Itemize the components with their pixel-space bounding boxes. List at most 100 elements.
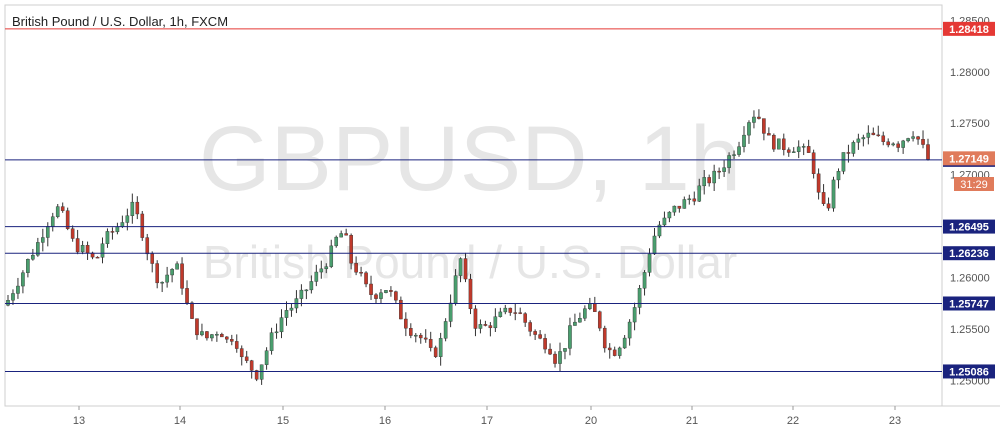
candle-body	[354, 263, 358, 273]
candle-body	[926, 144, 930, 160]
candle-body	[886, 141, 891, 146]
candle-body	[200, 331, 204, 336]
candle-body	[155, 263, 159, 284]
candle-body	[95, 256, 100, 259]
candle-body	[75, 238, 80, 253]
y-tick-label: 1.26000	[950, 272, 990, 284]
candle-body	[836, 171, 841, 181]
candle-body	[229, 339, 234, 342]
candle-body	[727, 155, 731, 168]
candle-body	[553, 353, 557, 364]
x-tick-label: 23	[889, 415, 901, 427]
candle-body	[205, 331, 209, 339]
candle-body	[185, 288, 189, 304]
candle-body	[627, 321, 632, 339]
candle-body	[453, 275, 458, 304]
candle-body	[225, 336, 229, 340]
candle-body	[443, 321, 448, 339]
candle-body	[846, 152, 851, 154]
candle-body	[289, 307, 294, 311]
candle-body	[239, 348, 244, 358]
candle-body	[190, 302, 194, 319]
candle-body	[871, 132, 876, 136]
candle-body	[593, 303, 597, 312]
candle-body	[150, 253, 155, 264]
horizontal-levels[interactable]: 1.284181.271441.264951.262361.257471.250…	[5, 21, 995, 379]
candle-body	[692, 198, 697, 202]
candle-body	[125, 215, 130, 223]
candle-body	[65, 210, 70, 229]
candle-body	[881, 135, 886, 142]
candle-body	[374, 294, 378, 299]
candle-body	[508, 307, 513, 313]
candle-body	[284, 310, 289, 318]
candle-body	[433, 347, 438, 357]
candle-body	[70, 228, 75, 239]
candle-body	[11, 293, 15, 301]
chart-title: British Pound / U.S. Dollar, 1h, FXCM	[12, 14, 228, 29]
candle-body	[319, 268, 324, 273]
y-tick-label: 1.25500	[950, 324, 990, 336]
candle-body	[707, 177, 711, 184]
support-level-label: 1.26495	[949, 222, 989, 234]
candle-body	[264, 350, 269, 365]
candle-body	[418, 334, 423, 339]
candle-body	[732, 154, 736, 156]
time-axis[interactable]: 13 14 15 16 17 20 21 22 23	[73, 406, 901, 427]
candle-body	[647, 253, 652, 273]
support-level-label: 1.25086	[949, 366, 989, 378]
candle-body	[548, 348, 552, 355]
candle-body	[617, 347, 622, 356]
candle-body	[602, 327, 607, 349]
candle-body	[259, 364, 264, 380]
candle-body	[16, 285, 20, 294]
candle-body	[488, 325, 493, 329]
x-tick-label: 21	[686, 415, 698, 427]
candle-body	[622, 337, 627, 349]
candle-body	[369, 283, 373, 295]
candle-body	[344, 233, 348, 236]
candle-body	[781, 138, 786, 150]
support-level-label-bg	[943, 364, 995, 379]
candle-body	[697, 185, 702, 202]
candle-body	[737, 146, 741, 155]
resistance-level-label: 1.28418	[949, 24, 989, 36]
price-axis[interactable]: 1.285001.280001.275001.270001.265001.260…	[950, 15, 990, 387]
candle-body	[662, 217, 667, 226]
candle-body	[60, 206, 65, 211]
last-price-label-bg	[943, 151, 995, 166]
candle-body	[563, 348, 567, 352]
candle-body	[786, 149, 791, 153]
candle-body	[578, 318, 582, 323]
x-tick-label: 15	[277, 415, 289, 427]
candle-body	[712, 170, 716, 184]
candle-body	[195, 318, 199, 336]
candle-body	[523, 313, 527, 323]
candle-body	[448, 302, 453, 322]
candle-body	[6, 300, 10, 306]
candle-body	[503, 307, 508, 313]
candle-body	[866, 132, 871, 138]
candle-body	[921, 139, 925, 145]
candle-body	[762, 118, 766, 134]
watermark-symbol: GBPUSD, 1h	[199, 108, 741, 210]
candle-body	[493, 316, 498, 329]
candle-body	[413, 334, 418, 337]
resistance-level-label-bg	[943, 21, 995, 36]
support-level-label-bg	[943, 296, 995, 311]
candle-body	[722, 167, 726, 172]
candle-body	[50, 216, 55, 227]
candle-body	[573, 321, 577, 326]
countdown-badge-bg	[954, 177, 994, 191]
candle-body	[806, 146, 811, 153]
candle-body	[175, 263, 179, 270]
support-level-label: 1.26236	[949, 248, 989, 260]
candle-body	[916, 136, 920, 140]
candle-body	[423, 337, 428, 340]
candle-body	[597, 311, 602, 329]
candle-body	[384, 290, 388, 293]
candle-body	[876, 134, 881, 137]
candle-body	[45, 226, 50, 238]
candle-body	[682, 199, 687, 209]
